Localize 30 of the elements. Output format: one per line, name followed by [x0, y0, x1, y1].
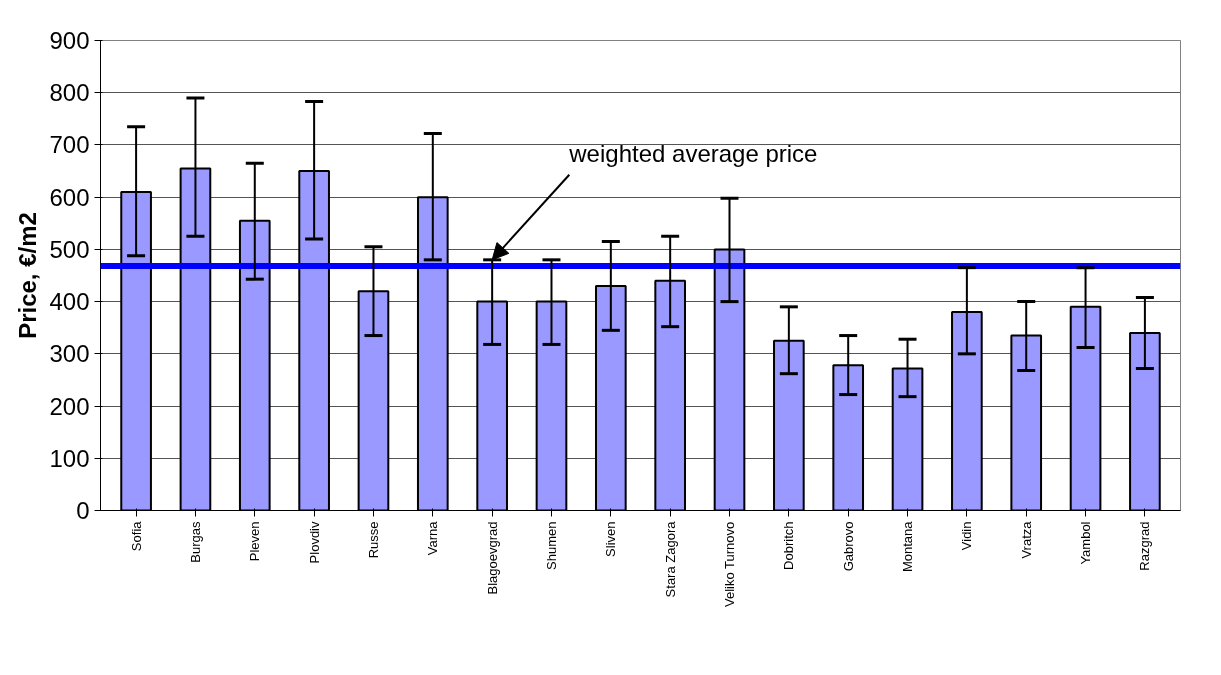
y-tick-label: 600: [49, 183, 90, 211]
x-tick-label: Russe: [365, 521, 381, 559]
y-tick-label: 100: [49, 444, 90, 472]
x-tick-label: Montana: [900, 520, 916, 573]
x-tick-label: Shumen: [543, 521, 559, 570]
y-tick-label: 300: [49, 340, 90, 368]
x-tick-label: Varna: [425, 520, 441, 556]
y-axis-title: Price, €/m2: [14, 212, 42, 339]
x-tick-label: Dobritch: [781, 521, 797, 570]
x-tick-label: Yambol: [1078, 521, 1094, 565]
y-tick-label: 800: [49, 79, 90, 107]
annotation: weighted average price: [568, 139, 818, 167]
x-tick-label: Vidin: [959, 521, 975, 551]
x-tick-label: Vratza: [1018, 520, 1034, 559]
x-tick-label: Burgas: [187, 521, 203, 563]
y-tick-label: 0: [76, 497, 90, 524]
y-tick-label: 900: [49, 27, 90, 54]
y-tick-label: 700: [49, 131, 90, 159]
x-tick-label: Sliven: [603, 521, 619, 557]
x-tick-label: Sofia: [128, 520, 144, 552]
x-tick-label: Stara Zagora: [662, 520, 678, 598]
y-tick-label: 200: [49, 392, 90, 420]
x-tick-label: Veliko Turnovo: [722, 521, 738, 608]
x-tick-label: Razgrad: [1137, 521, 1153, 571]
x-tick-label: Pleven: [247, 521, 263, 562]
x-tick-label: Plovdiv: [306, 521, 322, 564]
x-tick-label: Gabrovo: [840, 521, 856, 572]
y-tick-label: 500: [49, 235, 90, 263]
y-tick-label: 400: [49, 288, 90, 316]
x-tick-label: Blagoevgrad: [484, 521, 500, 595]
